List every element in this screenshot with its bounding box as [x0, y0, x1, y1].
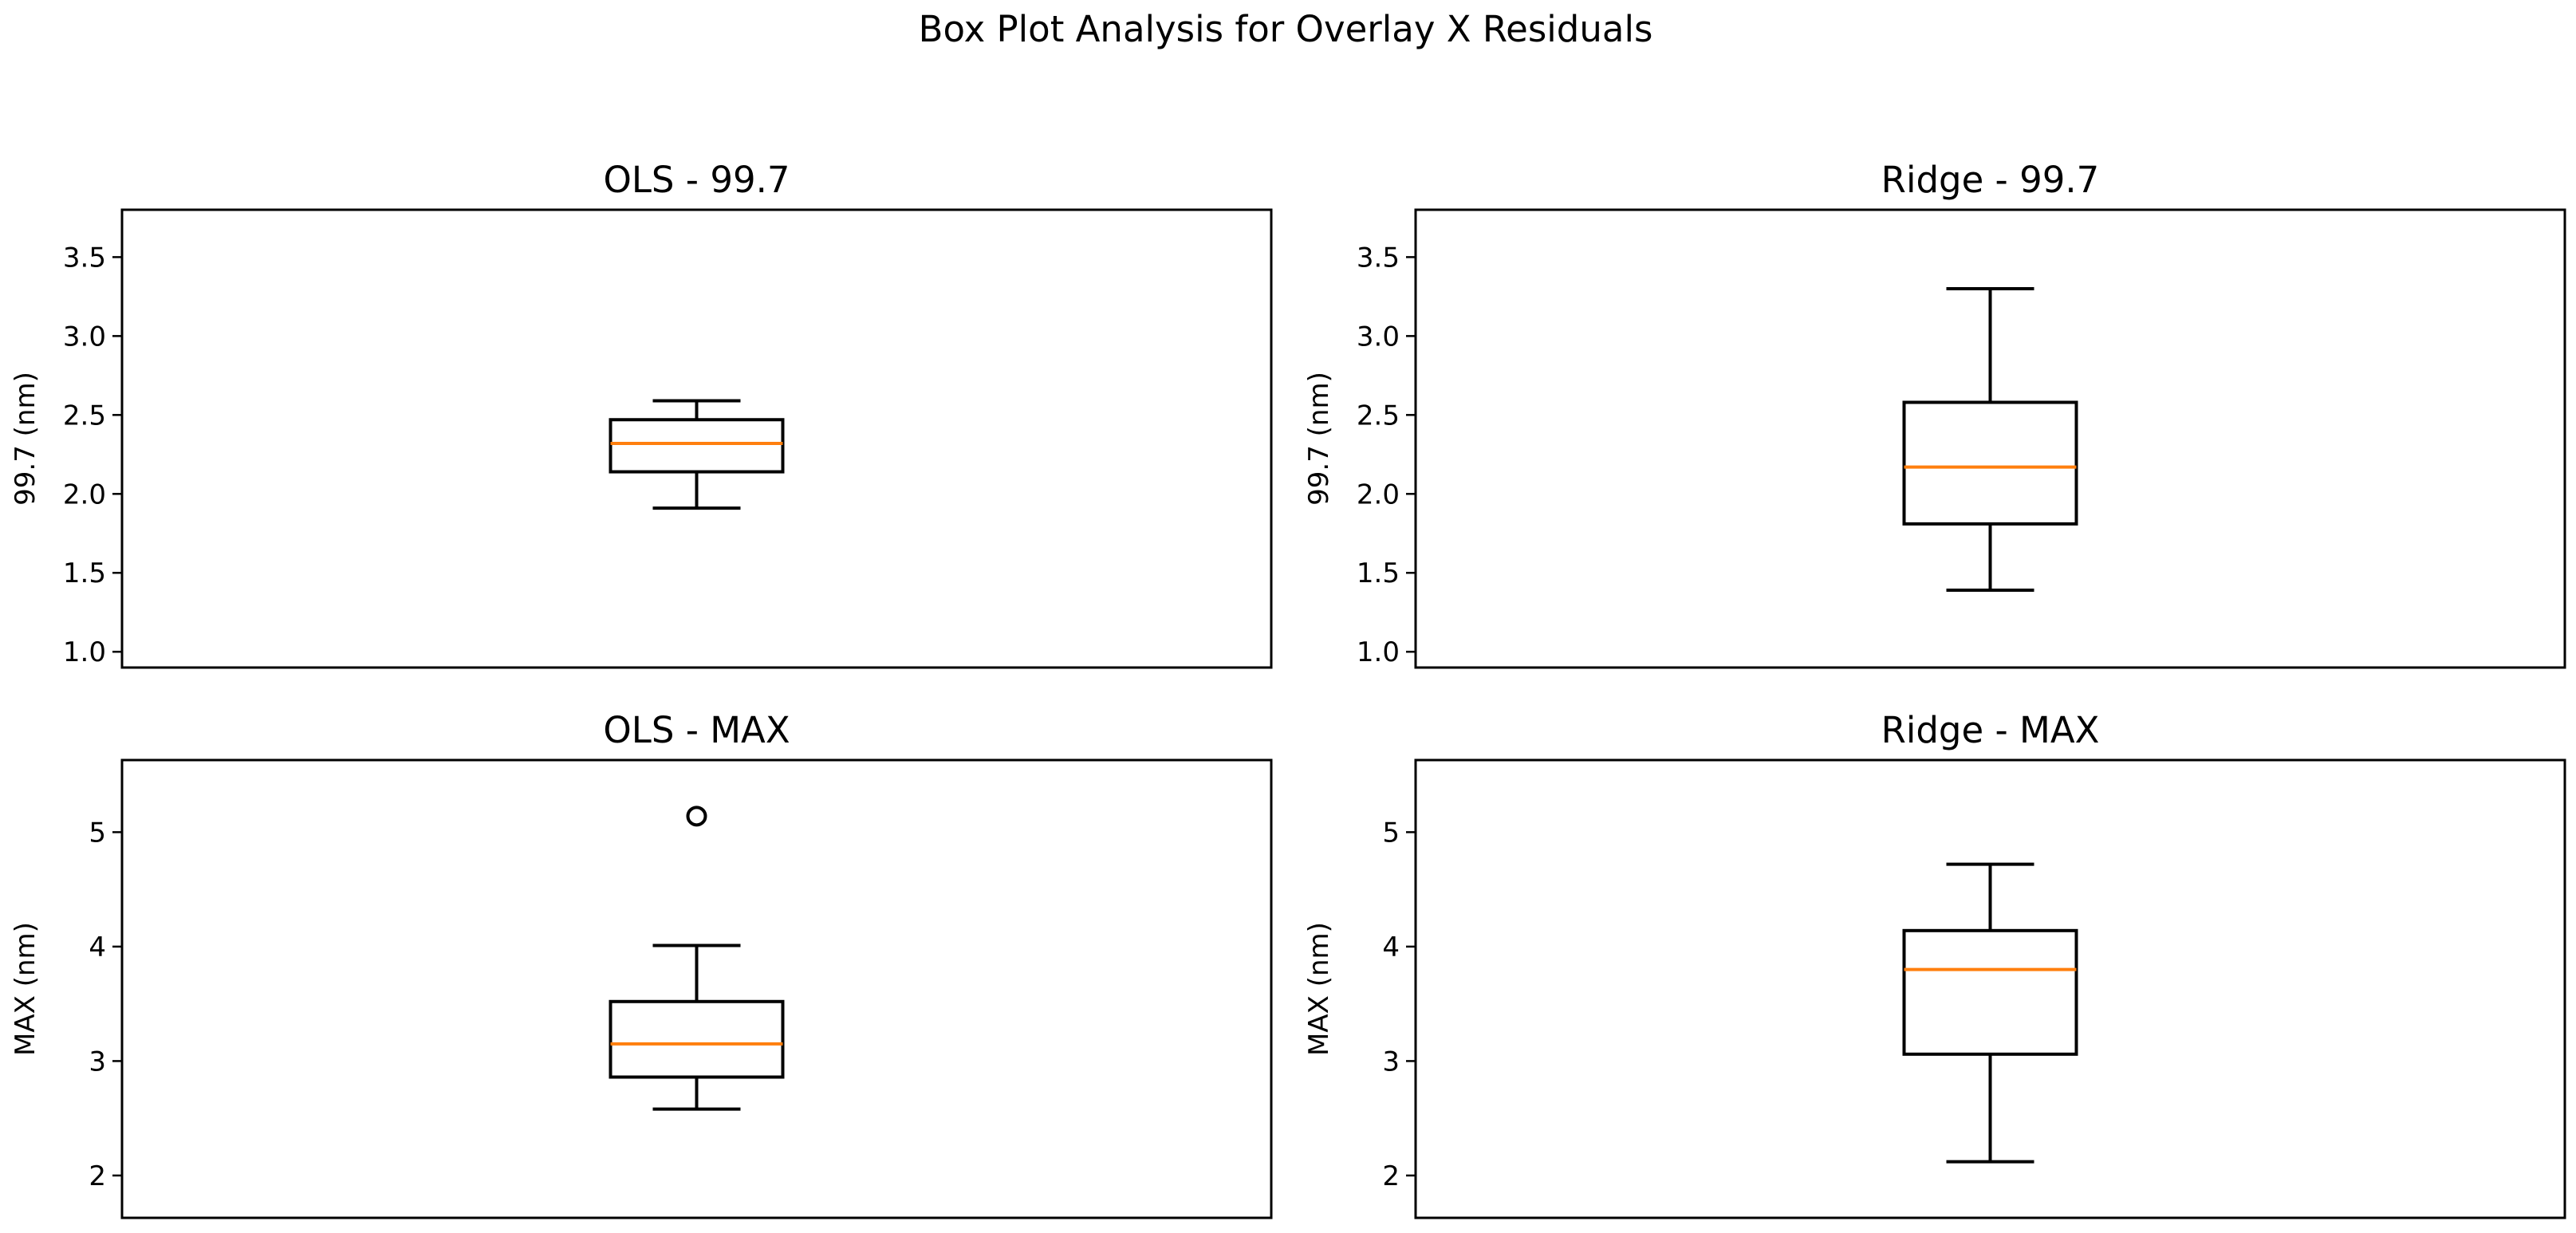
- panel-ridge-max: Ridge - MAX MAX (nm) 2 3 4 5: [1303, 709, 2566, 1219]
- plot-frame-ridge-99-7: [1414, 208, 2566, 669]
- panel-title-ridge-99-7: Ridge - 99.7: [1881, 159, 2100, 201]
- y-tick-label-ridge-99-7-3: 2.5: [1357, 400, 1400, 431]
- y-tick-label-ols-max-0: 2: [89, 1160, 106, 1192]
- panel-ols-max: OLS - MAX MAX (nm) 2 3 4 5: [10, 709, 1273, 1219]
- y-tick-label-ols-99-7-2: 2.0: [63, 479, 106, 510]
- iqr-box-ridge-max: [1902, 928, 2078, 1056]
- panel-title-ols-99-7: OLS - 99.7: [603, 159, 790, 201]
- y-axis-label-ols-99-7: 99.7 (nm): [10, 372, 41, 506]
- y-tick-label-ridge-99-7-0: 1.0: [1357, 636, 1400, 668]
- y-axis-label-ridge-max: MAX (nm): [1303, 922, 1335, 1056]
- plot-frame-ridge-max: [1414, 758, 2566, 1219]
- panel-ols-99-7: OLS - 99.7 99.7 (nm) 1.0 1.5 2.0 2.5 3.0 3.5: [10, 159, 1273, 669]
- y-tick-label-ols-99-7-0: 1.0: [63, 636, 106, 668]
- y-tick-label-ols-max-3: 5: [89, 817, 106, 849]
- panel-title-ols-max: OLS - MAX: [603, 709, 790, 751]
- y-tick-label-ridge-max-2: 4: [1382, 932, 1400, 963]
- y-tick-label-ols-99-7-4: 3.0: [63, 321, 106, 353]
- y-tick-label-ridge-99-7-2: 2.0: [1357, 479, 1400, 510]
- panels-layer: OLS - 99.799.7 (nm)1.01.52.02.53.03.5Rid…: [10, 159, 2566, 1219]
- iqr-box-ols-99-7: [609, 418, 785, 474]
- y-tick-label-ols-99-7-5: 3.5: [63, 242, 106, 274]
- y-tick-label-ols-99-7-3: 2.5: [63, 400, 106, 431]
- plot-frame-ols-max: [120, 758, 1273, 1219]
- panel-ridge-99-7: Ridge - 99.7 99.7 (nm) 1.0 1.5 2.0 2.5 3.0 3.5: [1303, 159, 2566, 669]
- y-tick-label-ols-max-2: 4: [89, 932, 106, 963]
- y-tick-label-ridge-max-0: 2: [1382, 1160, 1400, 1192]
- y-tick-label-ridge-99-7-1: 1.5: [1357, 557, 1400, 589]
- iqr-box-ols-max: [609, 999, 785, 1079]
- iqr-box-ridge-99-7: [1902, 400, 2078, 526]
- y-tick-label-ridge-max-3: 5: [1382, 817, 1400, 849]
- outlier-point-ols-max-0: [686, 806, 707, 827]
- y-tick-label-ols-max-1: 3: [89, 1046, 106, 1077]
- y-tick-label-ridge-99-7-4: 3.0: [1357, 321, 1400, 353]
- panel-title-ridge-max: Ridge - MAX: [1881, 709, 2100, 751]
- figure-title: Box Plot Analysis for Overlay X Residual…: [919, 8, 1653, 50]
- y-axis-label-ols-max: MAX (nm): [10, 922, 41, 1056]
- y-tick-label-ridge-99-7-5: 3.5: [1357, 242, 1400, 274]
- y-tick-label-ols-99-7-1: 1.5: [63, 557, 106, 589]
- y-tick-label-ridge-max-1: 3: [1382, 1046, 1400, 1077]
- y-axis-label-ridge-99-7: 99.7 (nm): [1303, 372, 1335, 506]
- plot-frame-ols-99-7: [120, 208, 1273, 669]
